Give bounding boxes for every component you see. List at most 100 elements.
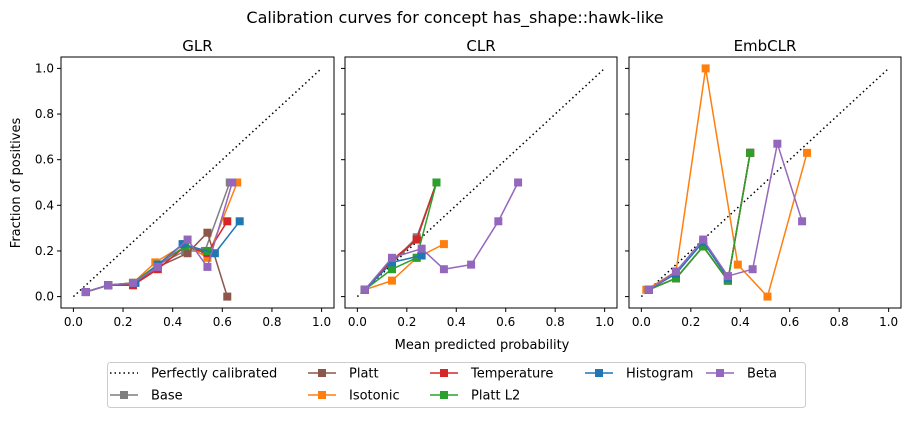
data-point-histogram-clr [387, 258, 396, 267]
data-point-platt-glr [183, 249, 192, 258]
panel-title-clr: CLR [466, 37, 495, 55]
series-line-platt-clr [364, 182, 438, 291]
x-tick-label-glr: 0.6 [213, 315, 232, 329]
data-point-beta-embclr [773, 139, 782, 148]
y-tick-label-glr: 0.0 [35, 290, 54, 304]
x-tick-label-clr: 1.0 [595, 315, 614, 329]
data-point-beta-embclr [748, 265, 757, 274]
data-point-isotonic-embclr [733, 260, 742, 269]
data-point-platt-l2-clr [412, 253, 421, 262]
legend-label-isotonic: Isotonic [349, 389, 400, 404]
series-line-platt-l2-embclr [648, 152, 751, 291]
legend-item-histogram: Histogram [585, 367, 693, 382]
x-tick-label-clr: 0.6 [496, 315, 515, 329]
series-line-platt-embclr [648, 152, 751, 291]
x-tick-label-embclr: 0.8 [830, 315, 849, 329]
legend-marker-platt-l2 [440, 391, 448, 399]
legend-item-base: Base [110, 389, 183, 404]
data-point-beta-clr [467, 260, 476, 269]
data-point-platt-glr [223, 292, 232, 301]
data-point-beta-clr [439, 265, 448, 274]
legend: Perfectly calibrated Base Platt Isotonic Tem… [107, 362, 806, 408]
axes-frame-glr [60, 56, 335, 309]
axes-frame-embclr [628, 56, 902, 309]
series-line-isotonic-clr [364, 243, 445, 291]
x-tick-label-glr: 0.0 [64, 315, 83, 329]
data-point-beta-clr [417, 244, 426, 253]
data-point-isotonic-glr [203, 253, 212, 262]
subplot-panels: GLR0.00.00.20.20.40.40.60.60.80.81.01.0C… [35, 37, 902, 329]
data-point-temperature-clr [412, 235, 421, 244]
data-point-beta-embclr [798, 217, 807, 226]
legend-label-temperature: Temperature [470, 367, 553, 382]
legend-marker-platt [318, 369, 326, 377]
series-line-temperature-embclr [648, 152, 751, 291]
data-point-isotonic-embclr [701, 64, 710, 73]
data-point-beta-clr [360, 285, 369, 294]
legend-item-isotonic: Isotonic [308, 389, 400, 404]
data-point-beta-clr [387, 253, 396, 262]
legend-marker-beta [716, 369, 724, 377]
series-line-base-clr [364, 182, 438, 291]
data-point-beta-embclr [723, 272, 732, 281]
x-tick-label-glr: 0.8 [262, 315, 281, 329]
data-point-beta-glr [203, 262, 212, 271]
data-point-beta-glr [153, 262, 162, 271]
data-point-platt-l2-embclr [746, 148, 755, 157]
x-tick-label-clr: 0.4 [447, 315, 466, 329]
data-point-platt-l2-embclr [671, 274, 680, 283]
x-tick-label-embclr: 0.2 [681, 315, 700, 329]
data-point-beta-embclr [699, 235, 708, 244]
y-tick-label-glr: 0.6 [35, 153, 54, 167]
series-line-perfectly-calibrated-glr [72, 67, 323, 298]
x-tick-label-glr: 0.2 [113, 315, 132, 329]
x-tick-label-clr: 0.2 [397, 315, 416, 329]
series-line-beta-clr [364, 182, 519, 291]
legend-box [107, 362, 806, 408]
legend-item-perfectly-calibrated: Perfectly calibrated [110, 367, 277, 382]
legend-marker-histogram [595, 369, 603, 377]
y-axis-label: Fraction of positives [9, 118, 24, 249]
data-point-beta-embclr [644, 285, 653, 294]
panel-glr: GLR 0.0 0.0 0.2 0.2 0.4 0.4 0.6 0.6 0.8 0.8 1.0 1.0 [35, 37, 335, 329]
x-tick-label-glr: 0.4 [163, 315, 182, 329]
y-tick-label-glr: 1.0 [35, 61, 54, 75]
legend-marker-base [120, 391, 128, 399]
legend-label-beta: Beta [747, 367, 777, 382]
series-line-perfectly-calibrated-clr [356, 67, 606, 298]
legend-label-histogram: Histogram [626, 367, 693, 382]
data-point-temperature-glr [223, 217, 232, 226]
x-tick-label-embclr: 0.0 [632, 315, 651, 329]
data-point-platt-l2-embclr [699, 242, 708, 251]
series-line-isotonic-embclr [645, 67, 808, 298]
y-tick-label-glr: 0.4 [35, 198, 54, 212]
legend-label-platt: Platt [349, 367, 379, 382]
legend-label-base: Base [151, 389, 183, 404]
data-point-beta-glr [104, 281, 113, 290]
y-tick-label-glr: 0.8 [35, 107, 54, 121]
series-line-temperature-clr [364, 182, 438, 291]
data-point-isotonic-clr [439, 240, 448, 249]
data-point-histogram-glr [210, 249, 219, 258]
figure-title: Calibration curves for concept has_shape… [246, 8, 663, 28]
series-line-platt-l2-clr [364, 182, 438, 291]
axes-frame-clr [344, 56, 618, 309]
data-point-isotonic-glr [233, 178, 242, 187]
legend-label-perfectly-calibrated: Perfectly calibrated [151, 367, 277, 382]
series-line-isotonic-glr [85, 182, 238, 293]
x-tick-label-glr: 1.0 [312, 315, 331, 329]
data-point-isotonic-embclr [803, 148, 812, 157]
x-tick-label-clr: 0.8 [546, 315, 565, 329]
legend-marker-isotonic [318, 391, 326, 399]
legend-item-beta: Beta [706, 367, 777, 382]
legend-item-platt: Platt [308, 367, 379, 382]
data-point-platt-l2-clr [387, 265, 396, 274]
x-tick-label-clr: 0.0 [348, 315, 367, 329]
panel-title-embclr: EmbCLR [734, 37, 797, 55]
data-point-isotonic-embclr [763, 292, 772, 301]
x-axis-label: Mean predicted probability [395, 338, 570, 353]
panel-clr: CLR 0.0 0.2 0.4 0.6 0.8 1.0 [341, 37, 618, 329]
data-point-beta-clr [514, 178, 523, 187]
